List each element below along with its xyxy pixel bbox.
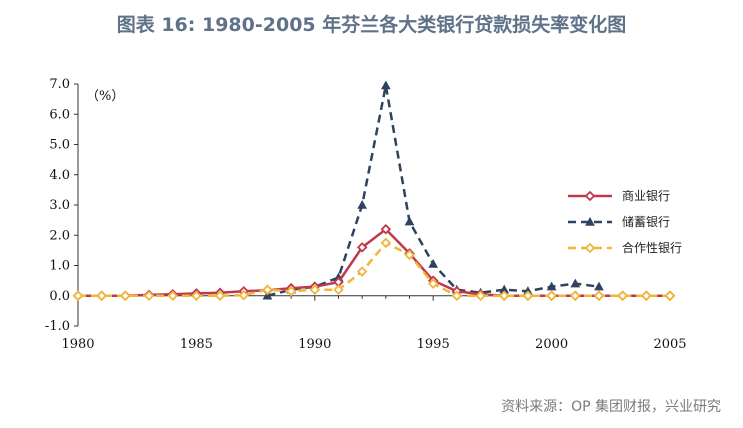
y-axis-unit-label: （%） <box>86 89 124 104</box>
series-savings <box>262 80 604 300</box>
data-point-cooperative <box>96 290 107 302</box>
data-point-savings <box>428 258 439 268</box>
data-point-cooperative <box>238 289 250 301</box>
data-point-cooperative <box>404 249 415 261</box>
x-tick-label: 1980 <box>61 337 94 352</box>
x-tick-label: 2005 <box>653 337 686 352</box>
data-point-commercial <box>380 223 392 235</box>
x-tick-label: 1995 <box>417 337 450 352</box>
y-tick-label: 3.0 <box>49 198 70 213</box>
data-point-cooperative <box>451 290 463 302</box>
data-point-cooperative <box>617 290 628 302</box>
series-line-cooperative <box>78 241 670 297</box>
data-point-cooperative <box>285 285 297 297</box>
y-tick-label: 4.0 <box>49 168 70 183</box>
legend-marker-cooperative <box>584 242 596 254</box>
series-commercial <box>72 223 676 302</box>
y-tick-label: -1.0 <box>45 319 70 334</box>
data-point-savings <box>380 80 391 90</box>
data-point-savings <box>546 281 557 291</box>
data-point-cooperative <box>72 290 84 302</box>
x-tick-label: 1985 <box>180 337 213 352</box>
legend-marker-commercial <box>584 190 596 202</box>
data-point-cooperative <box>167 290 178 302</box>
chart-title: 图表 16: 1980-2005 年芬兰各大类银行贷款损失率变化图 <box>116 14 627 36</box>
data-point-cooperative <box>427 278 439 289</box>
series-line-commercial <box>78 227 670 297</box>
data-point-savings <box>357 199 368 209</box>
y-tick-label: 5.0 <box>49 138 70 153</box>
x-tick-label: 1990 <box>298 337 331 352</box>
legend-label-commercial: 商业银行 <box>622 188 670 203</box>
legend-item-cooperative: 合作性银行 <box>568 240 682 255</box>
data-point-savings <box>570 278 581 288</box>
data-point-cooperative <box>664 290 676 302</box>
data-point-cooperative <box>214 290 226 302</box>
data-point-cooperative <box>475 290 486 302</box>
source-note: 资料来源：OP 集团财报，兴业研究 <box>501 399 721 415</box>
series-layer <box>72 80 676 302</box>
data-point-cooperative <box>380 237 392 249</box>
data-point-cooperative <box>570 290 581 302</box>
legend-item-savings: 储蓄银行 <box>568 214 670 229</box>
data-point-cooperative <box>522 290 534 302</box>
data-point-cooperative <box>262 284 273 295</box>
x-tick-label: 2000 <box>535 337 568 352</box>
data-point-cooperative <box>356 266 368 277</box>
y-tick-label: 1.0 <box>49 259 70 274</box>
data-point-commercial <box>356 242 368 253</box>
data-point-cooperative <box>191 290 202 302</box>
axes: 7.0 6.0 5.0 4.0 3.0 2.0 1.0 0.0 -1.0 1980 1985 1990… <box>45 77 687 352</box>
legend-label-savings: 储蓄银行 <box>622 214 670 229</box>
data-point-cooperative <box>641 290 652 302</box>
data-point-cooperative <box>120 290 131 302</box>
data-point-cooperative <box>143 290 155 302</box>
data-point-cooperative <box>309 284 321 295</box>
legend-marker-savings <box>585 216 595 226</box>
data-point-cooperative <box>498 290 510 302</box>
series-cooperative <box>72 237 676 302</box>
data-point-cooperative <box>546 290 557 302</box>
y-tick-label: 7.0 <box>49 77 70 92</box>
data-point-savings <box>404 216 415 226</box>
y-tick-label: 2.0 <box>49 228 70 243</box>
y-tick-label: 0.0 <box>49 289 70 304</box>
y-tick-label: 6.0 <box>49 107 70 122</box>
data-point-cooperative <box>333 284 344 295</box>
data-point-cooperative <box>593 290 605 302</box>
data-point-savings <box>594 281 604 291</box>
legend-label-cooperative: 合作性银行 <box>622 240 682 255</box>
legend-item-commercial: 商业银行 <box>568 188 670 203</box>
